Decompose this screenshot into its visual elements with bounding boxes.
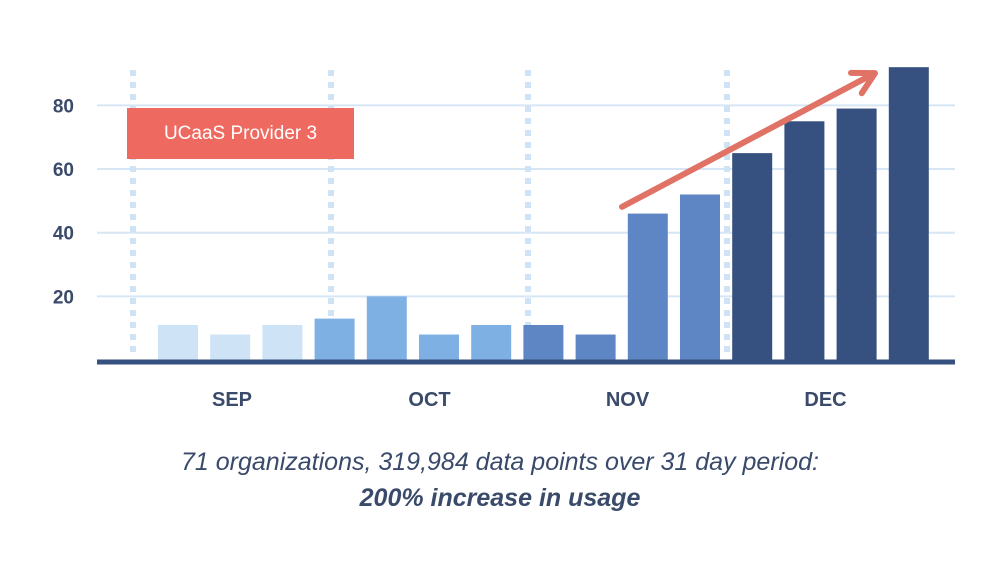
bar	[627, 213, 668, 360]
bar	[471, 324, 512, 360]
trend-arrow	[619, 69, 878, 210]
bar	[575, 334, 616, 360]
bar-chart: 20 40 60 80 SEP OCT NOV DEC	[53, 67, 955, 411]
x-axis-ticks: SEP OCT NOV DEC	[212, 389, 847, 411]
trend-arrow-head	[848, 69, 878, 97]
bar	[210, 334, 251, 360]
caption-line-2: 200% increase in usage	[359, 484, 641, 512]
bar	[680, 194, 720, 360]
bar	[888, 67, 929, 360]
y-tick-label: 60	[53, 160, 74, 181]
y-tick-label: 20	[53, 287, 74, 308]
bars	[158, 67, 929, 361]
y-tick-label: 80	[53, 96, 74, 117]
bar	[158, 324, 198, 360]
x-tick-label: OCT	[408, 389, 450, 411]
y-tick-label: 40	[53, 224, 74, 245]
caption-line-1: 71 organizations, 319,984 data points ov…	[181, 448, 819, 476]
bar	[836, 108, 877, 360]
bar	[314, 318, 355, 360]
y-axis-ticks: 20 40 60 80	[53, 96, 74, 308]
bar	[523, 324, 564, 360]
bar	[732, 153, 773, 360]
bar	[419, 334, 459, 360]
bar	[784, 121, 825, 361]
provider-label: UCaaS Provider 3	[163, 122, 318, 144]
bar	[262, 324, 303, 360]
x-tick-label: DEC	[804, 389, 846, 411]
bar	[366, 296, 407, 360]
provider-label-box: UCaaS Provider 3	[127, 108, 354, 159]
x-tick-label: SEP	[212, 389, 252, 411]
x-tick-label: NOV	[606, 389, 650, 411]
trend-arrow-shaft	[619, 73, 872, 210]
